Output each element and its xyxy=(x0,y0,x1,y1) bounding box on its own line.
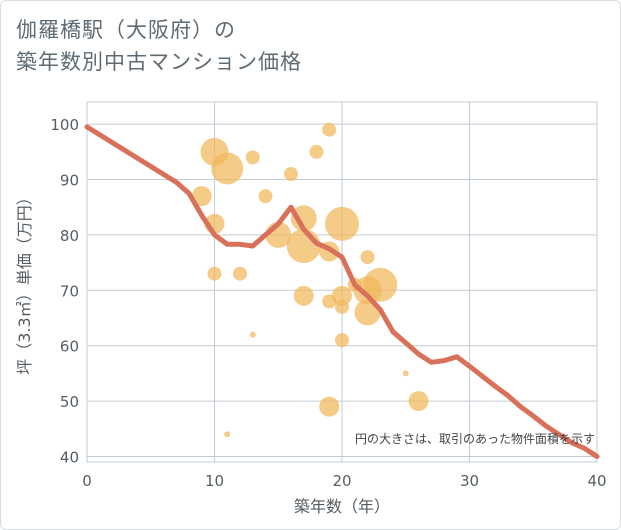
y-tick-label: 70 xyxy=(60,282,79,300)
x-axis-label: 築年数（年） xyxy=(294,497,390,516)
data-bubble xyxy=(191,186,212,207)
y-axis-label: 坪（3.3㎡）単価（万円） xyxy=(15,189,34,374)
chart-title-line-2: 築年数別中古マンション価格 xyxy=(16,50,302,74)
y-tick-label: 90 xyxy=(60,172,79,190)
y-tick-label: 60 xyxy=(60,338,79,356)
y-tick-label: 50 xyxy=(60,393,79,411)
data-bubble xyxy=(325,206,359,241)
data-bubble xyxy=(360,250,375,265)
x-tick-label: 0 xyxy=(82,472,92,490)
data-bubble xyxy=(290,205,317,232)
bubble-size-note: 円の大きさは、取引のあった物件面積を示す xyxy=(355,431,595,446)
data-bubble xyxy=(322,122,337,137)
data-bubble xyxy=(335,333,349,348)
y-tick-label: 100 xyxy=(50,116,79,134)
tick-labels: 0 10 20 30 40 40 50 60 70 80 90 100 xyxy=(50,116,606,490)
chart-title: 伽羅橋駅（大阪府）の 築年数別中古マンション価格 xyxy=(16,14,302,78)
data-bubble xyxy=(309,144,324,159)
data-bubble xyxy=(207,266,222,281)
x-tick-label: 20 xyxy=(332,472,351,490)
data-bubble xyxy=(293,285,314,306)
data-bubble xyxy=(363,267,398,302)
bubble-layer xyxy=(191,122,429,438)
data-bubble xyxy=(245,150,260,165)
data-bubble xyxy=(249,331,256,338)
data-bubble xyxy=(408,391,429,412)
data-bubble xyxy=(224,431,231,438)
data-bubble xyxy=(335,299,349,314)
data-bubble xyxy=(258,189,273,204)
data-bubble xyxy=(284,167,298,181)
data-bubble xyxy=(332,285,352,306)
plot-frame xyxy=(86,101,598,463)
chart-title-line-1: 伽羅橋駅（大阪府）の xyxy=(16,18,236,42)
data-bubble xyxy=(319,396,340,417)
x-tick-label: 40 xyxy=(587,472,606,490)
trend-line xyxy=(84,124,600,459)
data-bubble xyxy=(233,266,247,281)
data-bubble xyxy=(402,370,409,377)
x-tick-label: 10 xyxy=(205,472,224,490)
y-tick-label: 40 xyxy=(60,448,79,466)
y-tick-label: 80 xyxy=(60,227,79,245)
x-tick-label: 30 xyxy=(460,472,479,490)
data-bubble xyxy=(211,152,244,185)
data-bubble xyxy=(286,229,321,263)
